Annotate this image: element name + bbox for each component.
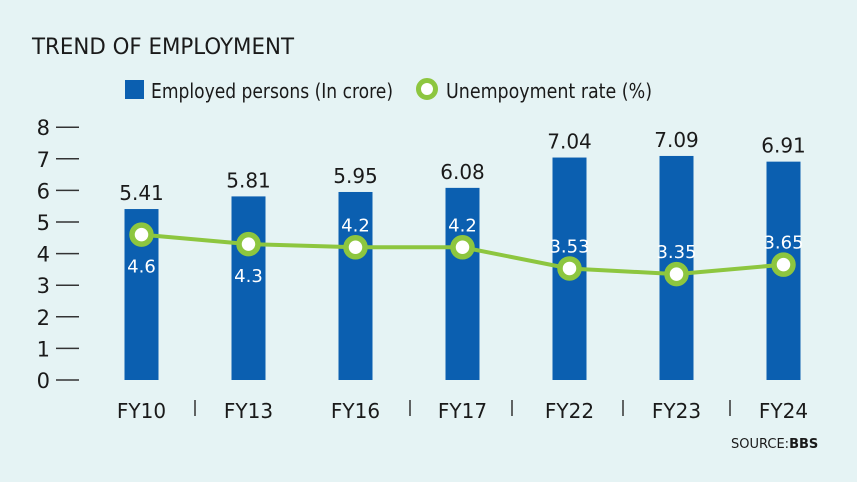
y-tick-label: 0: [37, 369, 50, 393]
legend-bar-label: Employed persons (In crore): [151, 79, 393, 103]
unemployment-value-label: 3.35: [656, 242, 696, 263]
y-tick-label: 1: [37, 337, 50, 361]
unemployment-point: [236, 231, 261, 257]
source-prefix: SOURCE:: [731, 437, 789, 452]
unemployment-point: [129, 222, 154, 247]
x-tick-label: FY10: [117, 399, 166, 423]
y-tick-label: 3: [37, 274, 50, 298]
bar-FY13: [231, 196, 266, 380]
y-tick-label: 8: [37, 116, 50, 140]
y-tick-label: 2: [37, 306, 50, 330]
bar-value-label: 7.09: [654, 128, 699, 152]
bar-value-label: 5.81: [226, 168, 271, 192]
x-tick-label: FY22: [545, 399, 594, 423]
y-tick-label: 5: [37, 211, 50, 235]
bar-value-label: 7.04: [547, 130, 592, 154]
legend: Employed persons (In crore) Unempoyment …: [125, 78, 652, 103]
unemployment-value-label: 4.2: [448, 215, 477, 236]
chart-title: TREND OF EMPLOYMENT: [31, 35, 295, 60]
unemployment-point: [771, 252, 796, 277]
bar-value-label: 6.91: [761, 134, 806, 158]
y-tick-label: 7: [37, 148, 50, 172]
x-axis: FY10 FY13 FY16 FY17 FY22 FY23 FY24: [117, 399, 808, 423]
bar-value-label: 5.41: [119, 181, 164, 205]
unemployment-point: [664, 261, 689, 287]
unemployment-point: [343, 235, 368, 260]
unemployment-value-label: 4.6: [127, 257, 156, 278]
x-tick-label: FY13: [224, 399, 273, 423]
legend-line-marker: [416, 78, 438, 100]
unemployment-value-label: 3.53: [549, 236, 589, 257]
legend-bar-swatch: [125, 80, 144, 99]
legend-line-label: Unempoyment rate (%): [446, 79, 652, 103]
bar-FY16: [338, 191, 373, 380]
bar-FY17: [445, 187, 480, 380]
unemployment-value-label: 4.2: [341, 215, 370, 236]
unemployment-value-label: 3.65: [763, 233, 803, 254]
unemployment-point: [450, 235, 475, 260]
y-axis: 0 1 2 3 4 5 6 7 8: [37, 116, 79, 393]
y-tick-label: 6: [37, 179, 50, 203]
source-label: SOURCE:BBS: [731, 437, 818, 452]
unemployment-line: 4.6 4.3 4.2 4.2 3.53 3.35 3.65: [127, 215, 803, 287]
x-tick-label: FY23: [652, 399, 701, 423]
unemployment-value-label: 4.3: [234, 266, 263, 287]
x-tick-label: FY17: [438, 399, 487, 423]
source-name: BBS: [789, 437, 818, 452]
y-tick-label: 4: [37, 243, 50, 267]
bar-value-label: 6.08: [440, 160, 485, 184]
x-tick-label: FY24: [759, 399, 808, 423]
x-tick-label: FY16: [331, 399, 380, 423]
bar-value-label: 5.95: [333, 164, 378, 188]
unemployment-point: [557, 256, 582, 281]
